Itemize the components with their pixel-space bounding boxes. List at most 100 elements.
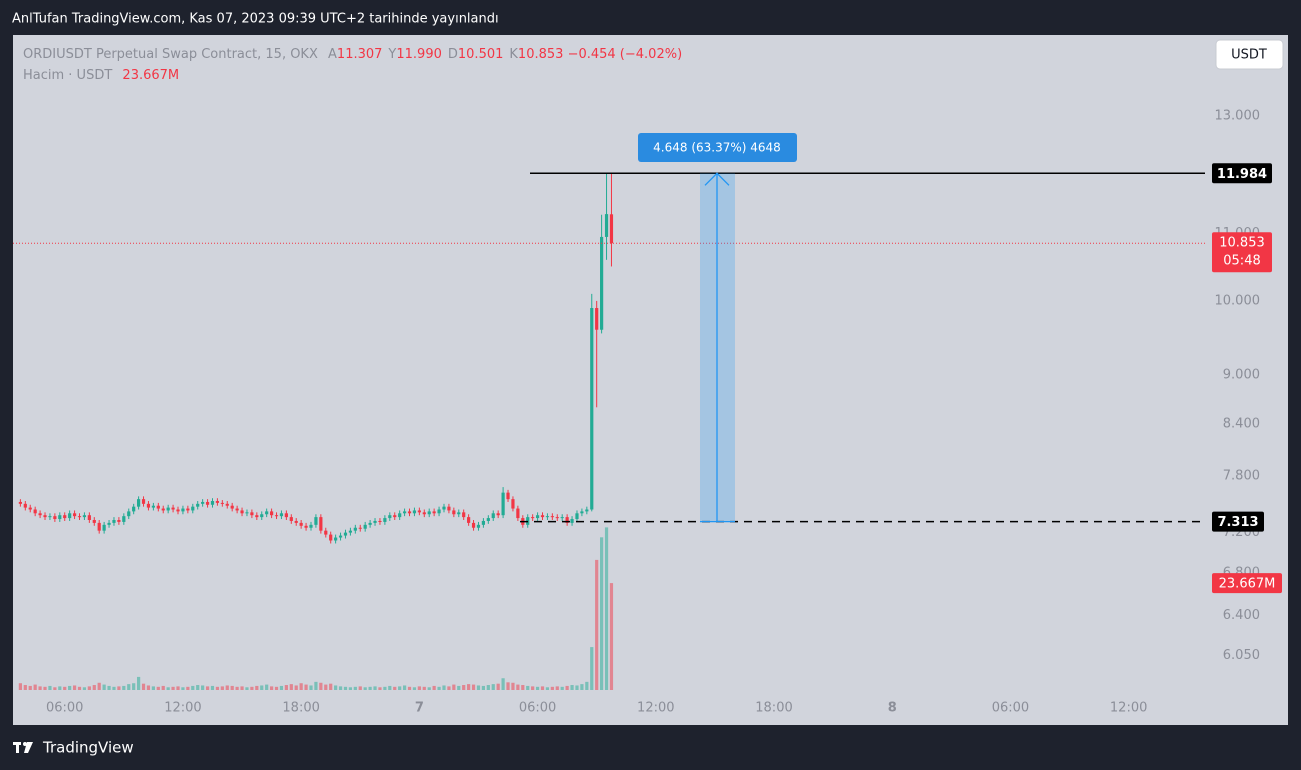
legend: ORDIUSDT Perpetual Swap Contract, 15, OK… — [23, 44, 682, 86]
candle-body — [225, 503, 229, 506]
volume-bar — [570, 685, 574, 690]
volume-bar — [501, 678, 505, 690]
volume-bar — [87, 686, 91, 690]
candle-body — [412, 510, 417, 514]
candle-body — [329, 534, 333, 541]
volume-bar — [452, 684, 456, 690]
candle-body — [141, 499, 146, 504]
volume-bar — [141, 683, 146, 690]
volume-bar — [457, 685, 461, 690]
x-tick-label: 12:00 — [164, 701, 201, 716]
candle-body — [353, 527, 357, 531]
candle-body — [132, 506, 136, 512]
candle-body — [171, 507, 175, 510]
candle-body — [205, 501, 210, 505]
volume-bar — [294, 685, 298, 690]
ohlc: A11.307 Y11.990 D10.501 K10.853 — [322, 47, 563, 62]
candle-body — [166, 507, 170, 511]
volume-bar — [467, 684, 471, 690]
volume-bar — [378, 687, 382, 690]
volume-bar — [486, 685, 490, 690]
y-tick-label: 7.800 — [1223, 469, 1260, 484]
volume-bar — [166, 687, 170, 690]
measure-label-box — [638, 133, 797, 162]
candle-body — [496, 513, 500, 516]
volume-bar — [77, 686, 82, 690]
volume-bar — [274, 686, 279, 690]
y-tick-label: 10.000 — [1215, 293, 1261, 308]
volume-bar — [72, 685, 77, 690]
currency-label: USDT — [1231, 48, 1267, 63]
ohlc-value: 11.307 — [336, 47, 383, 62]
candle-body — [560, 517, 564, 519]
volume-bar — [338, 686, 343, 690]
candle-body — [28, 507, 32, 510]
volume-bar — [531, 686, 535, 690]
volume-bar — [402, 685, 407, 690]
candle-body — [535, 515, 540, 519]
candle-body — [112, 520, 116, 523]
volume-bar — [609, 583, 614, 690]
candle-body — [235, 508, 239, 511]
volume-bar — [496, 683, 500, 690]
candle-body — [383, 518, 387, 522]
currency-button[interactable] — [1215, 39, 1284, 70]
volume-bar — [565, 685, 569, 690]
volume-bar — [279, 685, 284, 690]
footer-logo: TradingView — [42, 739, 134, 757]
volume-bar — [353, 686, 357, 690]
high-label-box — [1212, 163, 1272, 184]
candle-body — [314, 517, 318, 525]
volume-bar — [92, 685, 96, 690]
volume-bar — [383, 686, 387, 690]
candle-body — [516, 508, 520, 519]
x-tick-label: 18:00 — [755, 701, 792, 716]
candle-body — [604, 214, 609, 237]
candle-body — [452, 510, 456, 515]
volume-bar — [48, 685, 52, 690]
last-price-box — [1212, 232, 1272, 273]
volume-label-box — [1212, 573, 1282, 594]
candle-body — [343, 532, 348, 536]
volume-bar — [289, 684, 293, 690]
y-tick-label: 6.400 — [1223, 608, 1260, 623]
header: AnlTufan TradingView.com, Kas 07, 2023 0… — [12, 12, 499, 27]
volume-bar — [314, 681, 318, 690]
candle-body — [107, 522, 111, 525]
candle-body — [491, 513, 495, 519]
measure-arrowhead — [704, 172, 730, 186]
volume-bar — [161, 685, 165, 690]
volume-bar — [417, 686, 421, 690]
candle-body — [309, 524, 313, 528]
candle-body — [575, 513, 579, 520]
y-tick-label: 8.400 — [1223, 416, 1260, 431]
volume-bar — [388, 685, 392, 690]
candle-body — [117, 520, 121, 522]
volume-bar — [299, 683, 303, 690]
volume-bar — [112, 686, 116, 690]
candle-body — [92, 520, 96, 523]
volume-bar — [82, 687, 87, 690]
x-tick-label: 7 — [415, 701, 424, 716]
volume-bar — [156, 686, 160, 690]
volume-bar — [146, 685, 151, 690]
volume-bar — [324, 684, 328, 690]
candle-body — [87, 515, 91, 521]
volume-bar — [585, 681, 589, 690]
volume-bar — [491, 684, 495, 690]
volume-bar — [225, 685, 229, 690]
candle-body — [511, 499, 515, 509]
volume-bar — [107, 685, 111, 690]
volume-bar — [516, 684, 520, 690]
volume-bar — [309, 685, 313, 690]
ohlc-key: Y — [388, 47, 397, 62]
volume-bar — [580, 684, 584, 690]
volume-bar — [476, 685, 481, 690]
volume-bar — [304, 684, 308, 690]
candle-body — [481, 520, 485, 525]
volume-bar — [137, 676, 141, 690]
volume-bar — [38, 686, 42, 690]
candle-body — [398, 513, 402, 518]
candle-body — [600, 236, 604, 330]
candle-body — [506, 492, 510, 500]
